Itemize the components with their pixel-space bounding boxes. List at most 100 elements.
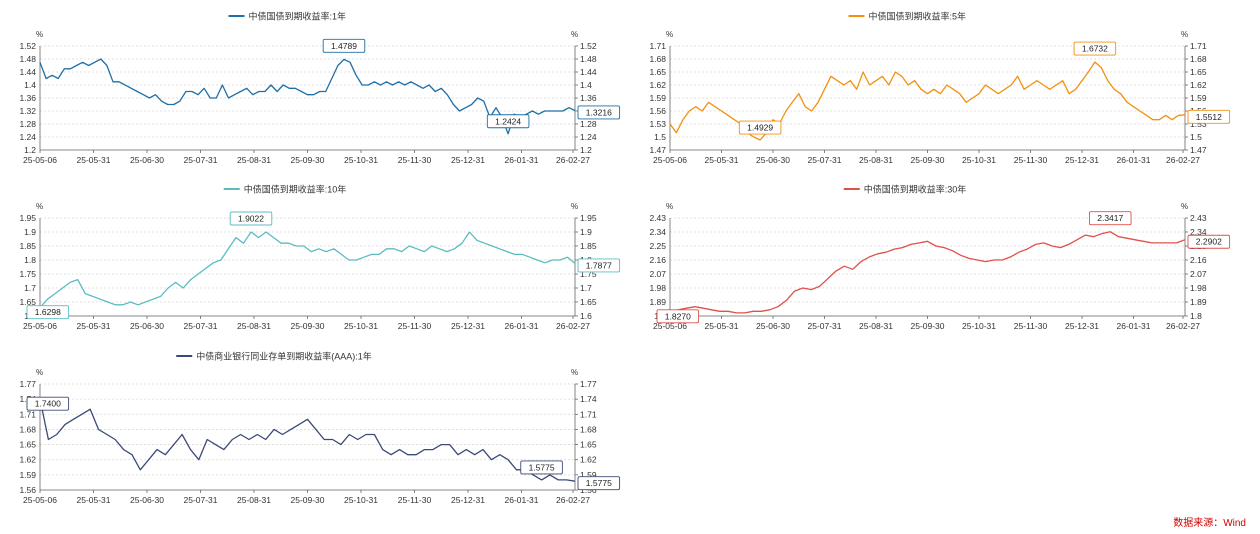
y-tick-label-right: 1.85	[580, 241, 597, 251]
value-callout-label: 1.5512	[1196, 112, 1222, 122]
y-tick-label-left: 1.71	[649, 41, 666, 51]
y-tick-label-right: 1.68	[1190, 54, 1207, 64]
y-tick-label-right: 2.16	[1190, 255, 1207, 265]
x-tick-label: 25-09-30	[290, 495, 324, 505]
data-source-label: 数据来源：Wind	[1173, 518, 1246, 529]
chart-title: 中债商业银行同业存单到期收益率(AAA):1年	[196, 351, 372, 362]
x-tick-label: 25-05-31	[76, 155, 110, 165]
y-tick-label-right: 1.4	[580, 80, 592, 90]
chart-panel-5: 中债商业银行同业存单到期收益率(AAA):1年%%1.561.561.591.5…	[19, 351, 621, 505]
value-callout-box	[577, 105, 621, 120]
y-tick-label-left: 1.9	[24, 227, 36, 237]
x-tick-label: 26-01-31	[1116, 155, 1150, 165]
y-tick-label-right: 1.62	[1190, 80, 1207, 90]
y-tick-label-right: 1.36	[580, 93, 597, 103]
y-tick-label-left: 1.62	[649, 80, 666, 90]
y-tick-label-right: 1.48	[580, 54, 597, 64]
series-line	[39, 231, 576, 309]
chart-title: 中债国债到期收益率:1年	[249, 11, 347, 22]
y-tick-label-right: 1.65	[1190, 67, 1207, 77]
x-tick-label: 25-11-30	[398, 495, 432, 505]
y-tick-label-left: 1.85	[19, 241, 36, 251]
value-callout-label: 1.7877	[586, 260, 612, 270]
value-callout-box	[229, 211, 273, 226]
chart-panel-2: 中债国债到期收益率:5年% % 1.47 1.47 1.5 1.5 1.53 1.53 1.56…	[649, 11, 1231, 165]
y-tick-label-left: 1.24	[19, 132, 36, 142]
value-callout-box	[26, 396, 70, 411]
value-callout-label: 1.4789	[331, 41, 357, 51]
value-callout-label: 1.8270	[665, 311, 691, 321]
x-tick-label: 25-05-31	[76, 495, 110, 505]
value-callout-box	[1073, 41, 1117, 56]
y-tick-label-left: 1.65	[649, 67, 666, 77]
value-callout-box	[520, 460, 563, 475]
y-tick-label-left: 1.65	[19, 297, 36, 307]
y-tick-label-left: 2.43	[649, 213, 666, 223]
y-tick-label-left: 1.4	[24, 80, 36, 90]
x-tick-label: 26-02-27	[556, 321, 590, 331]
y-tick-label-left: 1.53	[649, 119, 666, 129]
x-tick-label: 25-09-30	[290, 155, 324, 165]
x-tick-label: 25-05-06	[23, 321, 57, 331]
y-tick-label-right: 1.71	[580, 409, 597, 419]
y-tick-label-left: 1.68	[19, 424, 36, 434]
y-tick-label-right: 1.62	[580, 455, 597, 465]
x-tick-label: 25-06-30	[130, 321, 164, 331]
y-tick-label-right: 1.74	[580, 394, 597, 404]
x-tick-label: 25-08-31	[859, 321, 893, 331]
x-tick-label: 25-05-06	[653, 155, 687, 165]
x-tick-label: 25-09-30	[290, 321, 324, 331]
x-tick-label: 25-10-31	[962, 321, 996, 331]
y-tick-label-right: 1.44	[580, 67, 597, 77]
y-tick-label-right: 1.65	[580, 440, 597, 450]
y-tick-label-right: 1.95	[580, 213, 597, 223]
y-tick-label-left: 1.89	[649, 297, 666, 307]
y-tick-label-left: 1.68	[649, 54, 666, 64]
x-tick-label: 25-06-30	[130, 495, 164, 505]
x-tick-label: 26-02-27	[1166, 155, 1200, 165]
y-tick-label-left: 1.62	[19, 455, 36, 465]
y-tick-label-left: 1.59	[19, 470, 36, 480]
x-tick-label: 25-05-31	[704, 155, 738, 165]
x-tick-label: 25-09-30	[910, 155, 944, 165]
y-unit-right: %	[1181, 30, 1188, 39]
y-tick-label-left: 1.28	[19, 119, 36, 129]
y-tick-label-left: 1.48	[19, 54, 36, 64]
x-tick-label: 25-11-30	[398, 321, 432, 331]
y-unit-left: %	[36, 202, 43, 211]
value-callout-label: 1.5775	[586, 478, 612, 488]
x-tick-label: 25-09-30	[910, 321, 944, 331]
series-line	[669, 231, 1186, 314]
value-callout-box	[486, 114, 530, 129]
value-callout-box	[322, 38, 366, 53]
x-tick-label: 25-05-31	[704, 321, 738, 331]
series-line	[39, 58, 576, 135]
x-tick-label: 25-05-06	[653, 321, 687, 331]
x-tick-label: 25-12-31	[1065, 321, 1099, 331]
value-callout-label: 1.5775	[529, 462, 555, 472]
y-tick-label-left: 1.44	[19, 67, 36, 77]
x-tick-label: 25-07-31	[183, 495, 217, 505]
y-unit-left: %	[666, 202, 673, 211]
x-tick-label: 25-12-31	[451, 495, 485, 505]
y-tick-label-right: 1.47	[1190, 145, 1207, 155]
value-callout-box	[26, 305, 70, 320]
y-unit-left: %	[36, 368, 43, 377]
y-tick-label-right: 1.53	[1190, 119, 1207, 129]
x-tick-label: 25-07-31	[807, 155, 841, 165]
value-callout-label: 2.3417	[1097, 213, 1123, 223]
y-unit-right: %	[571, 368, 578, 377]
x-tick-label: 25-11-30	[1014, 155, 1048, 165]
chart-panel-4: 中债国债到期收益率:30年%%1.81.81.891.891.981.982.0…	[649, 184, 1231, 331]
x-tick-label: 25-08-31	[237, 321, 271, 331]
x-tick-label: 26-02-27	[556, 495, 590, 505]
x-tick-label: 25-07-31	[183, 155, 217, 165]
y-tick-label-right: 1.8	[1190, 311, 1202, 321]
y-tick-label-left: 1.56	[19, 485, 36, 495]
y-tick-label-right: 1.6	[580, 311, 592, 321]
y-unit-right: %	[571, 202, 578, 211]
value-callout-box	[656, 309, 700, 324]
x-tick-label: 26-01-31	[504, 321, 538, 331]
y-tick-label-left: 1.47	[649, 145, 666, 155]
chart-title: 中债国债到期收益率:10年	[244, 184, 347, 195]
